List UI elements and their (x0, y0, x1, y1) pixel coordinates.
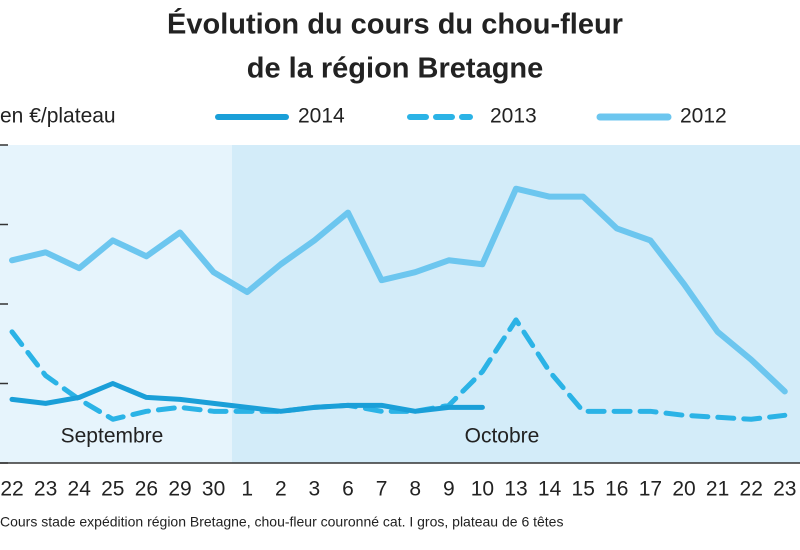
x-tick-label: 10 (471, 478, 494, 501)
series-line (9, 381, 485, 414)
x-tick-label: 22 (740, 478, 763, 501)
october-band (232, 145, 800, 463)
x-tick-label: 25 (101, 478, 124, 501)
chart-subtitle: de la région Bretagne (247, 53, 544, 85)
month-label: Octobre (465, 425, 540, 448)
series-line (9, 185, 788, 395)
x-tick-label: 16 (605, 478, 628, 501)
y-axis-label: en €/plateau (0, 105, 116, 128)
x-tick-label: 17 (639, 478, 662, 501)
month-label: Septembre (61, 425, 164, 448)
x-tick-label: 21 (706, 478, 729, 501)
legend-label: 2014 (298, 105, 345, 128)
x-tick-label: 30 (202, 478, 225, 501)
x-tick-label: 15 (572, 478, 595, 501)
x-tick-label: 24 (68, 478, 92, 501)
x-tick-label: 23 (34, 478, 57, 501)
x-tick-label: 9 (443, 478, 455, 501)
x-tick-label: 3 (309, 478, 321, 501)
x-tick-label: 2 (275, 478, 287, 501)
x-tick-label: 1 (241, 478, 253, 501)
legend-label: 2012 (680, 105, 727, 128)
x-tick-label: 23 (773, 478, 796, 501)
legend-label: 2013 (490, 105, 537, 128)
series-line (9, 317, 788, 422)
x-tick-label: 8 (409, 478, 421, 501)
x-tick-label: 26 (135, 478, 158, 501)
x-tick-label: 20 (672, 478, 695, 501)
september-band (0, 145, 232, 463)
x-tick-label: 14 (538, 478, 562, 501)
x-tick-label: 6 (342, 478, 354, 501)
chart-title: Évolution du cours du chou-fleur (167, 7, 623, 41)
x-tick-label: 22 (0, 478, 23, 501)
x-tick-label: 13 (504, 478, 527, 501)
x-tick-label: 29 (168, 478, 191, 501)
note: Cours stade expédition région Bretagne, … (0, 514, 563, 530)
x-tick-label: 7 (376, 478, 388, 501)
